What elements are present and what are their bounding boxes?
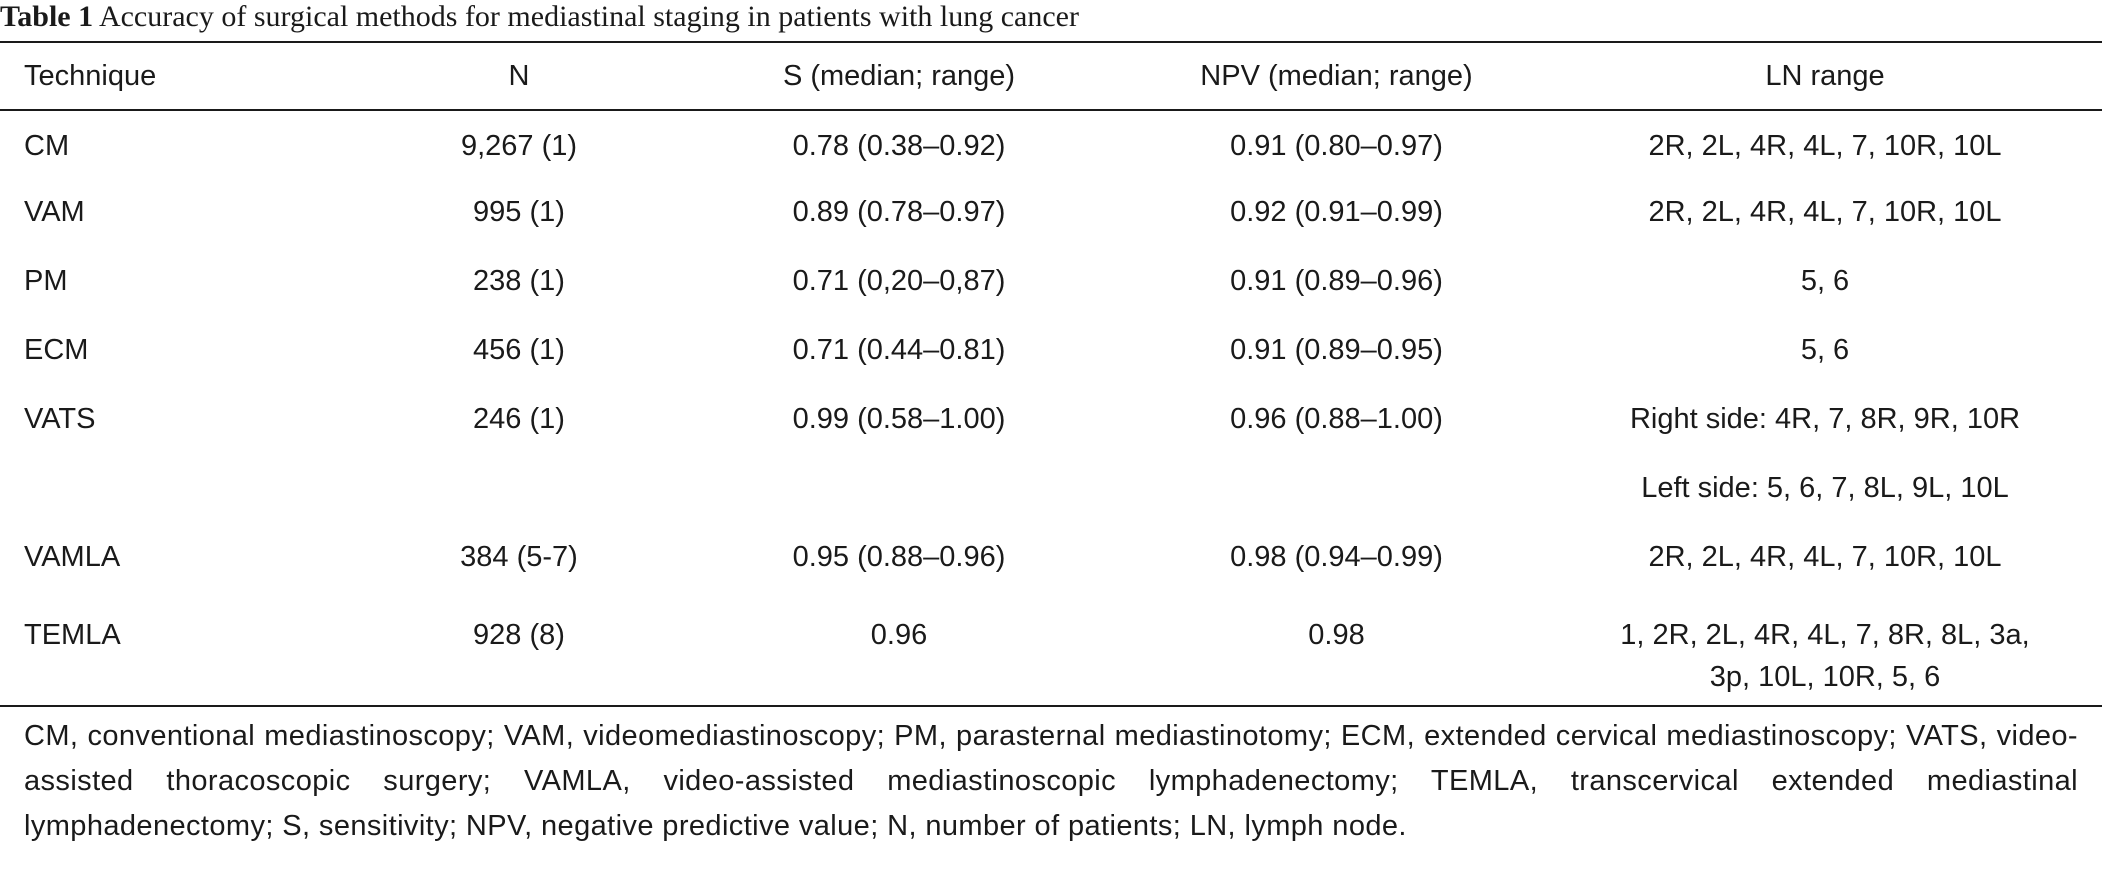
cell-ln-range: Right side: 4R, 7, 8R, 9R, 10R [1629, 403, 2021, 435]
cell-technique: CM [24, 130, 70, 162]
cell-ln-range: Left side: 5, 6, 7, 8L, 9L, 10L [1641, 472, 2009, 504]
accuracy-table: Technique N S (median; range) NPV (media… [0, 43, 2102, 702]
cell-technique: TEMLA [24, 619, 121, 651]
cell-n: 246 (1) [473, 403, 565, 435]
cell-n: 384 (5-7) [460, 541, 578, 573]
cell-sensitivity [649, 454, 1149, 523]
cell-technique: ECM [24, 334, 89, 366]
cell-npv: 0.98 (0.94–0.99) [1230, 541, 1443, 573]
cell-npv: 0.91 (0.80–0.97) [1230, 130, 1443, 162]
table-caption: Table 1 Accuracy of surgical methods for… [0, 0, 1079, 40]
cell-sensitivity: 0.71 (0,20–0,87) [792, 265, 1006, 297]
cell-n: 995 (1) [473, 196, 565, 228]
table-bottom-rule [0, 705, 2102, 707]
table-header-row: Technique N S (median; range) NPV (media… [0, 43, 2102, 109]
cell-technique: VATS [24, 403, 96, 435]
cell-sensitivity: 0.99 (0.58–1.00) [792, 403, 1006, 435]
cell-sensitivity: 0.96 [870, 619, 928, 651]
table-row: VAM 995 (1) 0.89 (0.78–0.97) 0.92 (0.91–… [0, 178, 2102, 247]
cell-ln-range: 2R, 2L, 4R, 4L, 7, 10R, 10L [1648, 541, 2002, 573]
header-sensitivity: S (median; range) [782, 59, 1016, 92]
cell-sensitivity: 0.95 (0.88–0.96) [792, 541, 1006, 573]
cell-ln-range: 2R, 2L, 4R, 4L, 7, 10R, 10L [1648, 196, 2002, 228]
cell-npv: 0.91 (0.89–0.96) [1230, 265, 1443, 297]
cell-sensitivity: 0.89 (0.78–0.97) [792, 196, 1006, 228]
table-row: Left side: 5, 6, 7, 8L, 9L, 10L [0, 454, 2102, 523]
table-row: PM 238 (1) 0.71 (0,20–0,87) 0.91 (0.89–0… [0, 247, 2102, 316]
cell-n: 928 (8) [473, 619, 565, 651]
table-top-rule [0, 41, 2102, 43]
cell-n: 9,267 (1) [460, 130, 578, 162]
header-technique: Technique [24, 59, 157, 92]
cell-npv: 0.98 [1308, 619, 1365, 651]
cell-n: 456 (1) [473, 334, 565, 366]
cell-n: 238 (1) [473, 265, 565, 297]
cell-technique: PM [24, 265, 68, 297]
table-caption-label: Table 1 [0, 0, 94, 33]
cell-npv: 0.92 (0.91–0.99) [1230, 196, 1443, 228]
table-caption-text: Accuracy of surgical methods for mediast… [98, 0, 1079, 33]
cell-ln-range-line-2: 3p, 10L, 10R, 5, 6 [1709, 661, 1941, 693]
cell-technique: VAM [24, 196, 85, 228]
table-footnote: CM, conventional mediastinoscopy; VAM, v… [24, 720, 2078, 842]
cell-technique: VAMLA [24, 541, 121, 573]
header-ln-range: LN range [1765, 59, 1885, 92]
header-npv: NPV (median; range) [1200, 59, 1473, 92]
table-row: ECM 456 (1) 0.71 (0.44–0.81) 0.91 (0.89–… [0, 316, 2102, 385]
table-row: VATS 246 (1) 0.99 (0.58–1.00) 0.96 (0.88… [0, 385, 2102, 454]
cell-n [389, 454, 649, 523]
cell-ln-range-line-1: 1, 2R, 2L, 4R, 4L, 7, 8R, 8L, 3a, [1620, 619, 2030, 651]
table-row: CM 9,267 (1) 0.78 (0.38–0.92) 0.91 (0.80… [0, 109, 2102, 178]
cell-ln-range: 5, 6 [1800, 334, 1850, 366]
cell-sensitivity: 0.78 (0.38–0.92) [792, 130, 1006, 162]
table-header-rule [0, 109, 2102, 111]
cell-npv: 0.91 (0.89–0.95) [1230, 334, 1443, 366]
table-row: TEMLA 928 (8) 0.96 0.98 1, 2R, 2L, 4R, 4… [0, 592, 2102, 702]
cell-ln-range: 2R, 2L, 4R, 4L, 7, 10R, 10L [1648, 130, 2002, 162]
table-row: VAMLA 384 (5-7) 0.95 (0.88–0.96) 0.98 (0… [0, 523, 2102, 592]
header-n: N [508, 59, 530, 92]
cell-ln-range: 1, 2R, 2L, 4R, 4L, 7, 8R, 8L, 3a, 3p, 10L… [1524, 592, 2102, 702]
cell-npv [1149, 454, 1524, 523]
cell-technique [0, 454, 389, 523]
cell-ln-range: 5, 6 [1800, 265, 1850, 297]
cell-sensitivity: 0.71 (0.44–0.81) [792, 334, 1006, 366]
cell-npv: 0.96 (0.88–1.00) [1230, 403, 1443, 435]
